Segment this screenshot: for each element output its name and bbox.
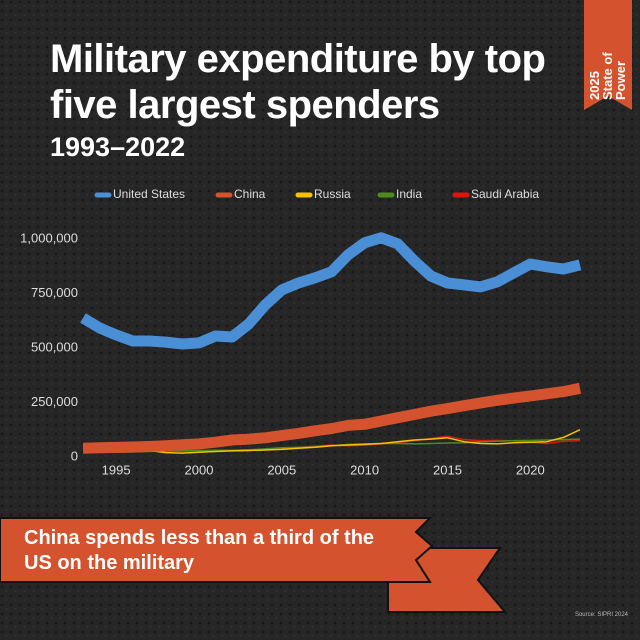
source: Source: SIPRI 2024 (574, 612, 628, 618)
x-tick-label: 2000 (185, 462, 214, 477)
legend-label: Russia (314, 187, 351, 201)
x-tick-label: 2010 (350, 462, 379, 477)
chart-subtitle: 1993–2022 (50, 132, 186, 162)
x-tick-label: 2015 (433, 462, 462, 477)
legend-label: Saudi Arabia (471, 187, 539, 201)
legend-label: China (234, 187, 266, 201)
y-tick-label: 250,000 (31, 394, 78, 409)
series-line (82, 382, 582, 454)
badge-ribbon (584, 0, 632, 110)
annotation: China spends less than a third of the US… (24, 527, 375, 574)
series-line (82, 429, 581, 454)
y-tick-label: 1,000,000 (20, 230, 78, 245)
y-tick-label: 500,000 (31, 339, 78, 354)
badge: 2025 State of Power (586, 4, 630, 104)
x-tick-label: 2020 (516, 462, 545, 477)
series-line (80, 232, 582, 350)
banner (0, 517, 434, 583)
y-tick-label: 0 (71, 448, 78, 463)
y-tick-label: 750,000 (31, 285, 78, 300)
x-tick-label: 2005 (267, 462, 296, 477)
x-tick-label: 1995 (102, 462, 131, 477)
chart-title: Military expenditure by top five largest… (50, 37, 546, 127)
badge-line: Power (613, 60, 628, 100)
legend-label: India (396, 187, 422, 201)
badge-text: 2025 State of Power (587, 4, 628, 100)
legend-label: United States (113, 187, 185, 201)
